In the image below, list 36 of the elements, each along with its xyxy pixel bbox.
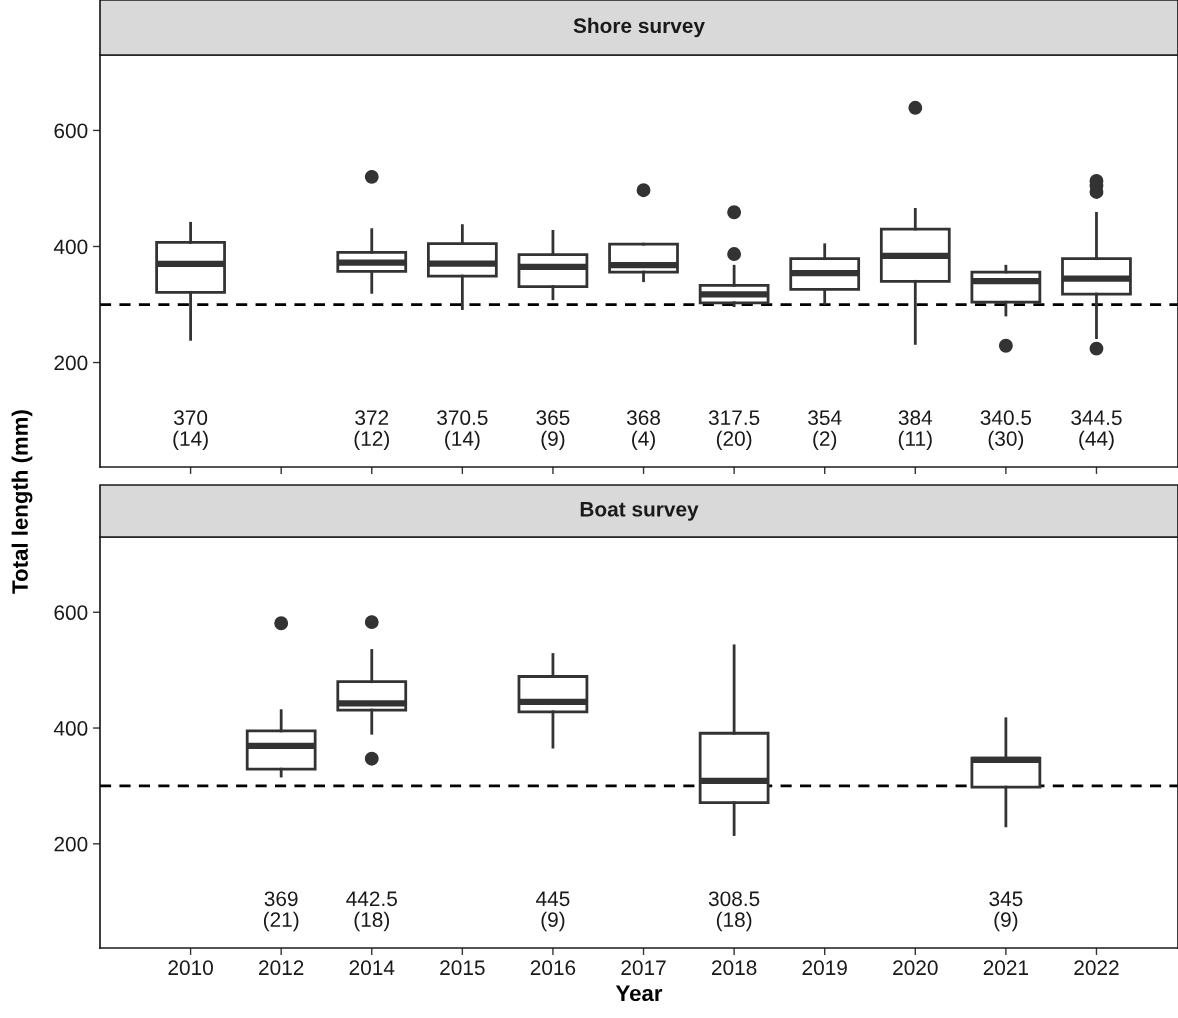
x-tick-label: 2010	[168, 960, 213, 976]
y-tick-label: 600	[54, 605, 88, 621]
chart-title: Boat survey	[580, 502, 699, 521]
text: 345 (9)	[989, 891, 1023, 932]
y-axis-title: Total length (mm)	[11, 410, 33, 594]
y-tick-label: 200	[54, 836, 88, 852]
text: 340.5 (30)	[980, 410, 1032, 451]
y-tick-label: 200	[54, 355, 88, 371]
y-tick-label: 400	[53, 721, 88, 736]
text: 372 (12)	[354, 410, 389, 451]
text: 368 (4)	[626, 410, 660, 451]
x-tick-label: 2021	[983, 960, 1029, 976]
x-tick-label: 2019	[802, 960, 847, 976]
x-axis-title: Year	[615, 985, 663, 1002]
y-tick-label: 400	[53, 239, 88, 255]
text: 354 (2)	[808, 410, 842, 451]
text: 308.5 (18)	[708, 891, 760, 932]
x-tick-label: 2016	[530, 960, 576, 976]
x-tick-label: 2018	[712, 960, 757, 976]
y-tick-label: 600	[54, 123, 88, 139]
text: 370.5 (14)	[437, 410, 488, 451]
text: 344.5 (44)	[1071, 410, 1122, 451]
x-tick-label: 2022	[1074, 960, 1119, 976]
text: 370 (14)	[173, 410, 208, 451]
x-tick-label: 2020	[893, 960, 938, 976]
x-tick-label: 2017	[621, 960, 666, 976]
x-tick-label: 2012	[259, 960, 304, 976]
text: 445 (9)	[536, 891, 570, 932]
x-tick-label: 2014	[349, 960, 395, 976]
text: 317.5 (20)	[708, 410, 760, 451]
x-tick-label: 2015	[440, 960, 485, 976]
text: 369 (21)	[263, 891, 299, 932]
text: 384 (11)	[898, 410, 933, 451]
text: 365 (9)	[536, 410, 570, 451]
chart-title: Shore survey	[573, 17, 705, 38]
text: 442.5 (18)	[346, 891, 397, 932]
